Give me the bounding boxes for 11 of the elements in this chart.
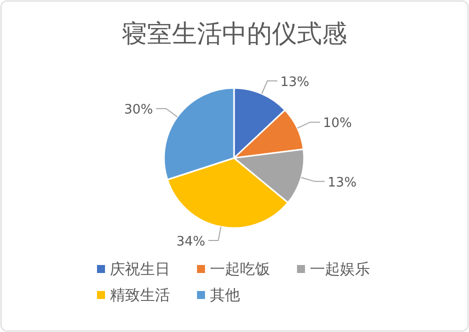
data-label: 10% [323, 116, 352, 132]
data-label: 34% [176, 234, 206, 250]
legend-label: 庆祝生日 [110, 260, 170, 278]
legend-label: 一起吃饭 [210, 260, 270, 278]
legend-label: 一起娱乐 [310, 260, 370, 278]
legend-label: 其他 [210, 286, 240, 304]
data-label: 13% [280, 74, 310, 90]
data-label: 30% [124, 102, 154, 118]
data-label: 13% [328, 175, 357, 190]
legend-label: 精致生活 [110, 286, 170, 304]
chart-title: 寝室生活中的仪式感 [122, 19, 347, 48]
